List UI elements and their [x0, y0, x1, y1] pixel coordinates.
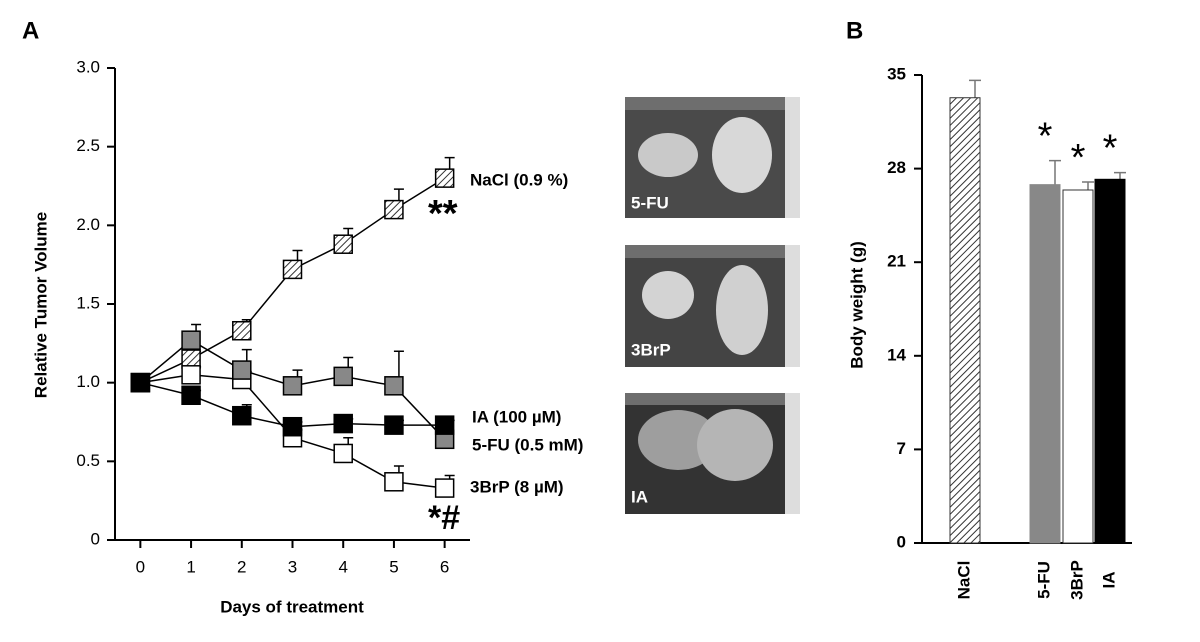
bar [949, 97, 981, 544]
y-tick-label: 14 [887, 345, 906, 364]
series-label: 5-FU (0.5 mM) [472, 435, 583, 454]
bar [1029, 184, 1061, 544]
marker [333, 366, 353, 387]
x-tick-label: NaCl [954, 561, 973, 600]
marker [434, 168, 455, 188]
error-bar [1082, 181, 1094, 190]
x-axis-title: Days of treatment [220, 597, 364, 616]
y-tick-label: 0 [897, 532, 906, 551]
series-label: NaCl (0.9 %) [470, 170, 568, 189]
series-label: 3BrP (8 µM) [470, 477, 564, 496]
marker [384, 472, 404, 492]
y-tick-label: 21 [887, 252, 906, 271]
x-tick-label: 4 [338, 557, 347, 576]
error-bar [1049, 159, 1061, 185]
y-tick-label: 2.0 [76, 215, 100, 234]
photo-label: 3BrP [631, 340, 671, 359]
annotation: *# [428, 499, 460, 537]
x-tick-label: IA [1099, 572, 1118, 589]
y-tick-label: 7 [897, 439, 906, 458]
x-tick-label: 3BrP [1067, 560, 1086, 600]
marker [282, 416, 303, 437]
significance: * [1103, 128, 1118, 170]
y-tick-label: 3.0 [76, 57, 100, 76]
x-tick-label: 6 [440, 557, 449, 576]
photos [625, 97, 800, 514]
x-tick-label: 3 [288, 557, 297, 576]
y-tick-label: 1.5 [76, 293, 100, 312]
y-axis-title: Body weight (g) [847, 241, 866, 368]
x-tick-label: 0 [136, 557, 145, 576]
error-bar [969, 79, 981, 98]
y-tick-label: 0 [91, 529, 100, 548]
annotation: ** [428, 193, 458, 235]
x-tick-label: 2 [237, 557, 246, 576]
photo-label: IA [631, 487, 648, 506]
marker [333, 413, 353, 434]
y-tick-label: 0.5 [76, 451, 100, 470]
y-tick-label: 2.5 [76, 136, 100, 155]
marker [434, 415, 455, 435]
marker [384, 415, 404, 435]
marker [333, 443, 353, 464]
marker [232, 360, 252, 380]
marker [282, 259, 303, 280]
marker [130, 372, 151, 393]
marker [232, 405, 252, 426]
bar [1094, 178, 1126, 544]
significance: * [1071, 137, 1086, 179]
series-label: IA (100 µM) [472, 407, 561, 426]
marker [384, 199, 404, 220]
marker [181, 365, 201, 385]
y-tick-label: 28 [887, 158, 906, 177]
significance: * [1038, 116, 1053, 158]
panel-label: A [22, 17, 39, 44]
marker [384, 376, 404, 396]
photo-label: 5-FU [631, 193, 669, 212]
error-bar [1114, 171, 1126, 180]
marker [181, 385, 201, 406]
marker [232, 320, 252, 341]
marker [434, 478, 455, 498]
marker [333, 234, 353, 254]
marker [181, 330, 201, 350]
marker [282, 376, 303, 396]
y-tick-label: 35 [887, 64, 906, 83]
y-tick-label: 1.0 [76, 372, 100, 391]
x-tick-label: 5-FU [1034, 561, 1053, 599]
x-tick-label: 5 [389, 557, 398, 576]
bar [1062, 189, 1094, 544]
panel-label: B [846, 17, 863, 44]
x-tick-label: 1 [186, 557, 195, 576]
y-axis-title: Relative Tumor Volume [31, 212, 50, 398]
